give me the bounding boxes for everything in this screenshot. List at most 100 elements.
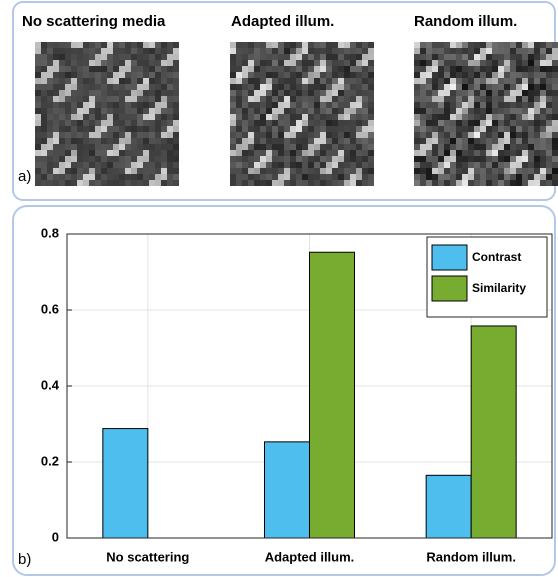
image-pixel: [65, 102, 71, 108]
image-pixel: [522, 174, 528, 180]
image-pixel: [344, 108, 350, 114]
image-pixel: [492, 162, 498, 168]
image-pixel: [462, 162, 468, 168]
image-pixel: [528, 84, 534, 90]
image-pixel: [53, 120, 59, 126]
image-pixel: [320, 96, 326, 102]
image-pixel: [492, 60, 498, 66]
image-pixel: [173, 42, 179, 48]
image-pixel: [47, 60, 53, 66]
image-pixel: [77, 144, 83, 150]
image-pixel: [320, 84, 326, 90]
image-pixel: [272, 90, 278, 96]
image-pixel: [167, 72, 173, 78]
image-pixel: [155, 72, 161, 78]
image-pixel: [254, 138, 260, 144]
image-pixel: [284, 168, 290, 174]
image-pixel: [272, 72, 278, 78]
image-pixel: [119, 174, 125, 180]
image-pixel: [450, 168, 456, 174]
image-pixel: [356, 168, 362, 174]
image-pixel: [248, 150, 254, 156]
image-pixel: [230, 66, 236, 72]
image-pixel: [35, 72, 41, 78]
image-pixel: [296, 78, 302, 84]
image-pixel: [552, 78, 558, 84]
image-pixel: [65, 174, 71, 180]
image-pixel: [444, 60, 450, 66]
image-pixel: [143, 60, 149, 66]
image-pixel: [320, 168, 326, 174]
image-pixel: [53, 72, 59, 78]
image-pixel: [546, 90, 552, 96]
image-pixel: [107, 150, 113, 156]
image-pixel: [320, 78, 326, 84]
image-pixel: [546, 138, 552, 144]
image-pixel: [155, 84, 161, 90]
image-pixel: [414, 42, 420, 48]
image-pixel: [450, 66, 456, 72]
image-pixel: [338, 42, 344, 48]
image-pixel: [362, 102, 368, 108]
image-pixel: [59, 120, 65, 126]
image-pixel: [438, 180, 444, 186]
image-pixel: [248, 120, 254, 126]
image-pixel: [266, 150, 272, 156]
image-pixel: [95, 102, 101, 108]
image-pixel: [302, 180, 308, 186]
image-pixel: [468, 114, 474, 120]
image-pixel: [510, 102, 516, 108]
image-pixel: [326, 180, 332, 186]
image-pixel: [510, 162, 516, 168]
image-pixel: [462, 144, 468, 150]
image-pixel: [516, 120, 522, 126]
bar: [309, 251, 355, 539]
image-pixel: [125, 60, 131, 66]
image-pixel: [35, 174, 41, 180]
image-pixel: [344, 168, 350, 174]
image-pixel: [173, 132, 179, 138]
image-pixel: [456, 126, 462, 132]
image-pixel: [41, 126, 47, 132]
image-pixel: [350, 168, 356, 174]
image-pixel: [338, 144, 344, 150]
image-pixel: [59, 126, 65, 132]
image-pixel: [113, 48, 119, 54]
image-pixel: [522, 132, 528, 138]
image-pixel: [528, 162, 534, 168]
image-pixel: [420, 60, 426, 66]
image-pixel: [296, 138, 302, 144]
image-pixel: [230, 48, 236, 54]
image-pixel: [332, 180, 338, 186]
image-pixel: [173, 156, 179, 162]
image-pixel: [350, 162, 356, 168]
image-pixel: [308, 84, 314, 90]
image-pixel: [71, 150, 77, 156]
image-pixel: [414, 126, 420, 132]
image-pixel: [254, 48, 260, 54]
image-pixel: [125, 72, 131, 78]
image-pixel: [260, 114, 266, 120]
image-pixel: [314, 132, 320, 138]
image-pixel: [113, 54, 119, 60]
image-pixel: [107, 174, 113, 180]
image-pixel: [260, 54, 266, 60]
image-pixel: [143, 138, 149, 144]
image-pixel: [314, 162, 320, 168]
image-pixel: [65, 48, 71, 54]
image-pixel: [326, 84, 332, 90]
image-pixel: [242, 150, 248, 156]
image-pixel: [504, 138, 510, 144]
image-pixel: [504, 132, 510, 138]
image-pixel: [242, 144, 248, 150]
image-pixel: [362, 54, 368, 60]
image-pixel: [272, 48, 278, 54]
image-pixel: [480, 108, 486, 114]
image-pixel: [332, 138, 338, 144]
image-pixel: [89, 150, 95, 156]
image-pixel: [414, 120, 420, 126]
image-pixel: [53, 162, 59, 168]
image-pixel: [278, 162, 284, 168]
image-pixel: [236, 150, 242, 156]
image-pixel: [278, 72, 284, 78]
